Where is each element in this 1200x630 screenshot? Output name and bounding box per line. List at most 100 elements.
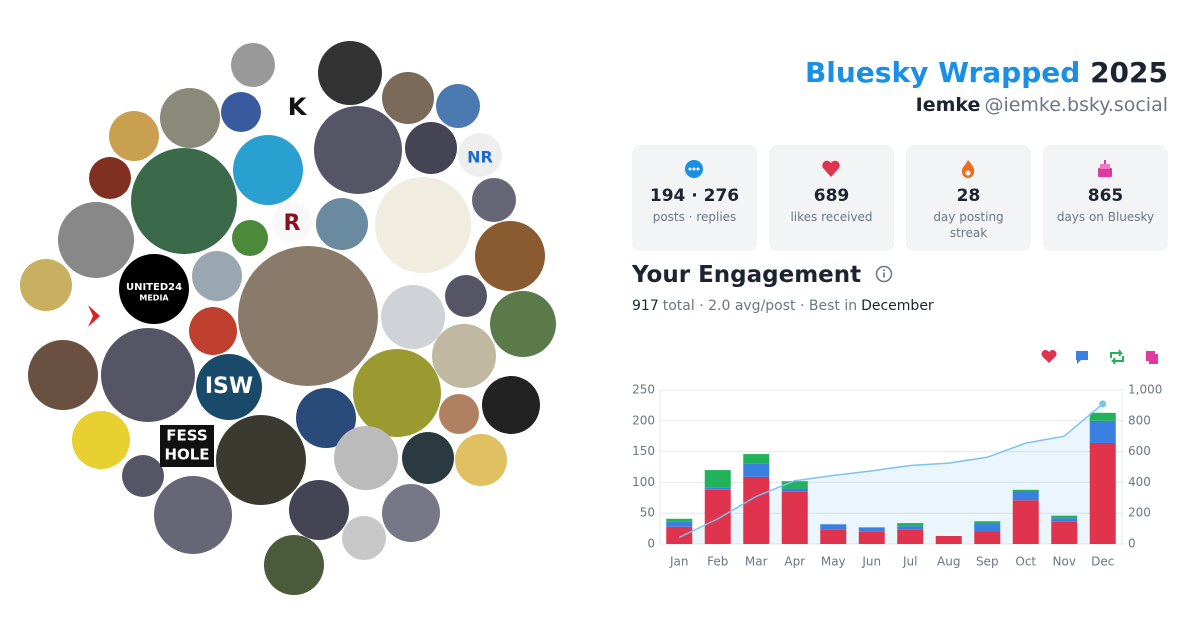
bar-segment bbox=[743, 454, 770, 464]
legend-icon[interactable] bbox=[1076, 351, 1088, 364]
y-tick-label: 50 bbox=[640, 506, 655, 520]
stat-label: posts · replies bbox=[652, 210, 737, 224]
bar-segment bbox=[1089, 412, 1116, 421]
stat-label: likes received bbox=[790, 210, 873, 224]
avatar bbox=[28, 340, 98, 410]
y2-tick-label: 0 bbox=[1128, 537, 1136, 551]
avatar bbox=[238, 246, 378, 386]
x-tick-label: Apr bbox=[784, 555, 805, 569]
x-tick-label: Nov bbox=[1053, 555, 1076, 569]
y2-tick-label: 1,000 bbox=[1128, 383, 1162, 397]
legend-icon[interactable] bbox=[1041, 349, 1057, 363]
icon bbox=[1098, 160, 1112, 177]
stat-card: 865 days on Bluesky bbox=[1043, 145, 1168, 251]
line bbox=[678, 403, 1104, 539]
avatar bbox=[458, 133, 502, 177]
avatar bbox=[382, 72, 434, 124]
icon bbox=[685, 160, 703, 178]
bar-segment bbox=[1051, 515, 1078, 519]
stat-value: 28 bbox=[956, 186, 981, 206]
y-tick-label: 100 bbox=[632, 475, 655, 489]
x-tick-label: Jan bbox=[669, 555, 689, 569]
bar-segment bbox=[1051, 518, 1078, 522]
y-tick-label: 250 bbox=[632, 383, 655, 397]
display-name: Iemke bbox=[915, 94, 981, 116]
y2-tick-label: 800 bbox=[1128, 413, 1151, 427]
stat-card: 689 likes received bbox=[769, 145, 894, 251]
avatar bbox=[89, 157, 131, 199]
avatar bbox=[475, 221, 545, 291]
avatar-text: UNITED24 bbox=[126, 282, 182, 293]
line-end bbox=[1099, 400, 1107, 408]
bar-segment bbox=[935, 535, 962, 544]
bar-segment bbox=[1012, 489, 1039, 492]
bar-segment bbox=[1051, 521, 1078, 544]
bar-segment bbox=[858, 527, 885, 532]
avatar-text: FESS bbox=[166, 427, 207, 445]
bar-segment bbox=[666, 518, 693, 522]
bar-segment bbox=[781, 488, 808, 492]
bar-segment bbox=[974, 521, 1001, 524]
info-icon[interactable] bbox=[875, 265, 893, 283]
x-tick-label: Oct bbox=[1015, 555, 1036, 569]
bar-segment bbox=[781, 481, 808, 489]
avatar bbox=[375, 177, 471, 273]
bar-segment bbox=[897, 523, 924, 527]
avatar bbox=[490, 291, 556, 357]
avatar bbox=[382, 484, 440, 542]
summary: 917 total · 2.0 avg/post · Best in Decembe… bbox=[632, 298, 934, 314]
avatar bbox=[334, 426, 398, 490]
icon bbox=[822, 160, 840, 177]
summary-text: total · 2.0 avg/post · Best in bbox=[662, 298, 858, 314]
avatar bbox=[192, 251, 242, 301]
x-tick-label: Feb bbox=[707, 555, 728, 569]
legend-icon[interactable] bbox=[1110, 349, 1124, 365]
title: Bluesky Wrapped 2025 bbox=[805, 56, 1168, 89]
line-area bbox=[679, 403, 1103, 544]
stat-card: 194 · 276 posts · replies bbox=[632, 145, 757, 251]
avatar bbox=[432, 324, 496, 388]
bar-segment bbox=[1012, 500, 1039, 544]
avatar bbox=[342, 516, 386, 560]
bar-segment bbox=[743, 463, 770, 477]
x-tick-label: Aug bbox=[937, 555, 960, 569]
summary-best: December bbox=[861, 298, 934, 314]
icon bbox=[961, 160, 975, 178]
avatar-text: K bbox=[288, 93, 308, 121]
y-tick-label: 0 bbox=[647, 537, 655, 551]
avatar-text: MEDIA bbox=[139, 294, 169, 303]
stat-label: day posting streak bbox=[933, 210, 1004, 240]
avatar bbox=[221, 92, 261, 132]
stat-value: 689 bbox=[813, 186, 850, 206]
avatar bbox=[20, 259, 72, 311]
bar-segment bbox=[820, 524, 847, 530]
bar-segment bbox=[1012, 491, 1039, 501]
legend-icon[interactable] bbox=[1146, 351, 1158, 364]
avatar bbox=[72, 411, 130, 469]
avatar bbox=[109, 111, 159, 161]
x-tick-label: Sep bbox=[976, 555, 999, 569]
stat-label: days on Bluesky bbox=[1056, 210, 1155, 224]
avatar-text: NR bbox=[467, 148, 493, 167]
avatar bbox=[196, 354, 262, 420]
user: Iemke @iemke.bsky.social bbox=[916, 94, 1168, 116]
avatar bbox=[119, 254, 189, 324]
avatar bbox=[231, 43, 275, 87]
bar-segment bbox=[1089, 442, 1116, 544]
avatar bbox=[436, 84, 480, 128]
avatar bbox=[314, 106, 402, 194]
app-title: Bluesky Wrapped bbox=[804, 56, 1081, 89]
bar-segment bbox=[897, 529, 924, 544]
avatar bbox=[154, 476, 232, 554]
bar-segment bbox=[820, 529, 847, 544]
bar-segment bbox=[974, 523, 1001, 532]
avatar bbox=[439, 394, 479, 434]
avatar-text: ISW bbox=[205, 374, 253, 399]
x-tick-label: Dec bbox=[1091, 555, 1114, 569]
avatar bbox=[272, 202, 312, 242]
avatar bbox=[445, 275, 487, 317]
y2-tick-label: 600 bbox=[1128, 444, 1151, 458]
avatar bbox=[264, 535, 324, 595]
avatar bbox=[316, 198, 368, 250]
bar-segment bbox=[743, 476, 770, 544]
